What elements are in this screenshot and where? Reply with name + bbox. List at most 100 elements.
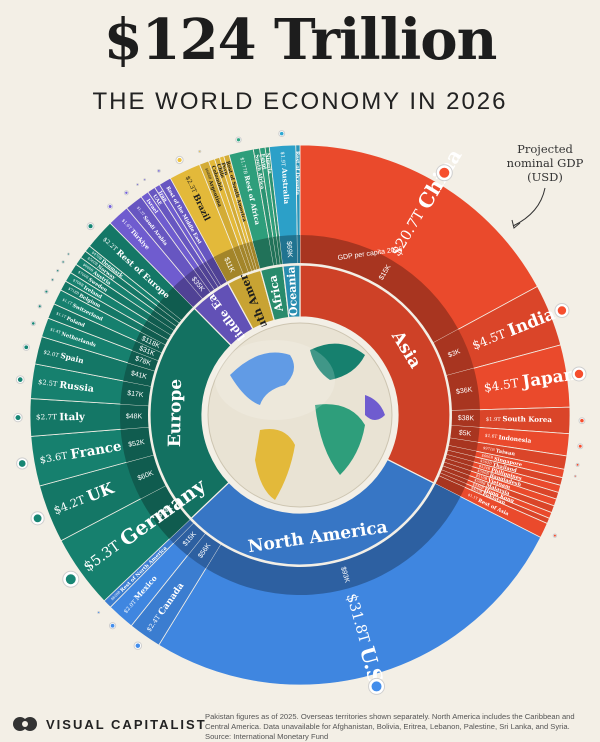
note-arrow-icon: [512, 187, 546, 227]
country-label-iran: Iran: [157, 190, 169, 204]
per-capita-band-hong-kong: [440, 469, 468, 484]
flag-italy-fill: [15, 415, 21, 421]
per-capita-band-bangladesh: [444, 458, 473, 472]
flag-rest-of-europe-fill: [88, 224, 93, 229]
region-segment-oceania: [282, 264, 301, 319]
country-gdp-australia: $1.9T: [279, 151, 286, 168]
country-gdp-singapore: $606B: [481, 453, 494, 460]
per-capita-band-uae: [198, 263, 219, 290]
flag-taiwan-fill: [576, 463, 579, 466]
country-gdp-vietnam: $510B: [475, 473, 489, 481]
country-name-australia: Australia: [280, 167, 291, 205]
per-capita-band-thailand: [446, 450, 476, 462]
flag-russia-fill: [17, 377, 23, 382]
per-capita-band-russia: [120, 380, 151, 406]
country-gdp-south-korea: $1.9T: [486, 416, 503, 422]
globe-highlight: [215, 340, 335, 420]
country-label-indonesia: $1.6T Indonesia: [484, 432, 531, 444]
country-gdp-bangladesh: $500B: [477, 469, 491, 477]
headline-title: $124 Trillion: [103, 7, 498, 73]
brand-name: VISUAL CAPITALIST: [46, 716, 207, 732]
country-label-russia: $2.5T Russia: [37, 376, 94, 394]
country-name-uae: UAE: [152, 193, 164, 206]
country-gdp-rest-of-asia: $1.1T: [467, 493, 479, 502]
country-name-peru: Peru: [220, 162, 230, 177]
per-capita-band-rest-of-europe: [159, 287, 194, 320]
country-gdp-hong-kong: $440B: [472, 482, 485, 491]
flag-uae-fill: [144, 179, 146, 181]
per-capita-band-saudi-arabia: [184, 269, 211, 299]
per-capita-band-switzerland: [135, 331, 166, 353]
flag-argentina-fill: [199, 150, 201, 153]
per-capita-band-south-korea: [451, 409, 481, 428]
flag-singapore-fill: [574, 475, 576, 477]
per-capita-label-south-korea: $38K: [458, 415, 475, 422]
per-capita-band-france: [120, 427, 154, 463]
flag-u-s-fill: [371, 681, 382, 692]
region-segment-asia: [299, 264, 451, 484]
per-capita-band-nigeria: [276, 236, 283, 265]
country-name-indonesia: Indonesia: [498, 434, 532, 445]
flag-rest-of-north-america-fill: [98, 611, 100, 614]
source-note: Pakistan figures as of 2025. Overseas te…: [205, 712, 575, 741]
country-label-south-korea: $1.9T South Korea: [486, 414, 552, 424]
flag-austria-fill: [67, 253, 70, 255]
visual-capitalist-logo-icon: [13, 717, 37, 731]
country-name-chile: Chile: [215, 163, 225, 179]
flag-china-fill: [439, 167, 450, 178]
flag-germany-fill: [65, 574, 76, 585]
flag-netherlands-fill: [31, 322, 35, 325]
country-name-egypt: Egypt: [260, 153, 268, 170]
country-slice-china: [299, 144, 538, 344]
country-gdp-thailand: $562B: [480, 459, 494, 466]
country-gdp-poland: $1.1T: [56, 311, 68, 319]
country-gdp-switzerland: $1.1T: [62, 298, 74, 307]
footer-brand: VISUAL CAPITALIST: [12, 716, 207, 732]
per-capita-label-russia: $17K: [127, 390, 144, 399]
flag-canada-fill: [135, 643, 141, 648]
country-gdp-denmark: $470B: [91, 251, 104, 262]
per-capita-band-egypt: [273, 236, 281, 265]
country-gdp-belgium: $718B: [67, 287, 80, 297]
country-label-uae: UAE: [152, 193, 164, 206]
country-gdp-saudi-arabia: $1.3T: [136, 206, 146, 218]
country-gdp-philippines: $534B: [478, 464, 492, 471]
per-capita-label-india: $3K: [447, 348, 461, 359]
flag-rest-of-the-middle-east-fill: [158, 170, 160, 172]
per-capita-band-austria: [150, 309, 177, 331]
flag-uk-fill: [33, 514, 42, 523]
flag-spain-fill: [24, 345, 29, 350]
country-label-taiwan: $971B Taiwan: [482, 445, 515, 457]
country-name-iran: Iran: [157, 190, 169, 204]
per-capita-band-china: [300, 235, 459, 343]
country-name-russia: Russia: [59, 379, 95, 394]
country-gdp-rest-of-north-america: $628B: [110, 589, 122, 601]
flag-poland-fill: [38, 305, 41, 308]
country-name-italy: Italy: [59, 411, 86, 423]
per-capita-band-rest-of-south-america: [249, 241, 261, 270]
flag-israel-fill: [136, 183, 139, 186]
globe-north-america-shape: [230, 352, 294, 405]
flag-t-rkiye-fill: [108, 204, 112, 208]
projected-gdp-note: Projected nominal GDP (USD): [506, 142, 584, 184]
country-label-australia: $1.9T Australia: [279, 151, 291, 205]
flag-ireland-fill: [57, 270, 59, 272]
per-capita-band-netherlands: [127, 350, 159, 371]
region-segment-north-america: [190, 458, 435, 566]
country-gdp-taiwan: $971B: [483, 446, 496, 452]
per-capita-band-vietnam: [443, 462, 472, 476]
country-gdp-italy: $2.7T: [36, 412, 59, 421]
per-capita-band-canada: [187, 533, 221, 569]
per-capita-label-japan: $36K: [456, 386, 474, 395]
globe-south-america-shape: [255, 429, 295, 500]
globe-africa-shape: [315, 404, 365, 475]
per-capita-label-u-s: $93K: [339, 566, 350, 584]
country-name-taiwan: Taiwan: [495, 448, 516, 457]
per-capita-label-australia: $69K: [285, 241, 293, 258]
per-capita-band-belgium: [140, 325, 168, 345]
globe-europe-shape: [310, 343, 365, 380]
country-gdp-france: $3.6T: [39, 450, 71, 466]
per-capita-label-france: $52K: [128, 439, 146, 449]
country-label-chile: Chile: [215, 163, 225, 179]
